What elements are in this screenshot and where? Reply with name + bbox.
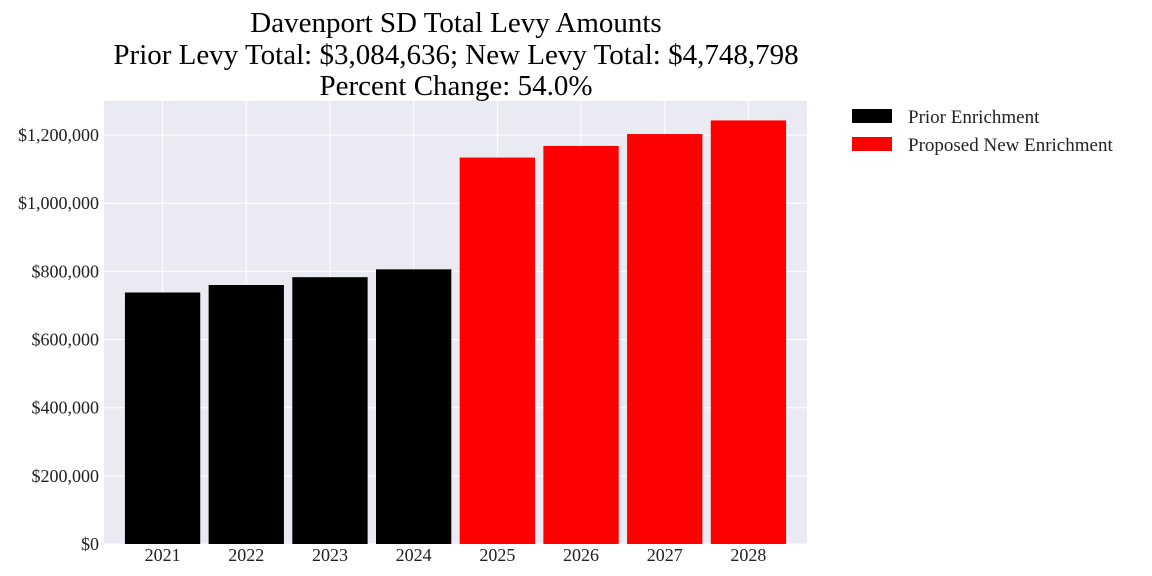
legend: Prior Enrichment Proposed New Enrichment (852, 107, 1113, 156)
legend-label: Proposed New Enrichment (908, 135, 1113, 156)
bar-2022 (208, 285, 284, 544)
chart-title-line-2: Prior Levy Total: $3,084,636; New Levy T… (113, 39, 798, 71)
y-tick-label: $800,000 (32, 261, 100, 281)
y-tick-label: $1,200,000 (18, 125, 99, 145)
x-tick-label: 2024 (396, 545, 432, 565)
legend-swatch (852, 109, 892, 123)
chart-title-line-3: Percent Change: 54.0% (319, 70, 592, 102)
y-tick-label: $600,000 (32, 330, 100, 350)
chart-title-line-1: Davenport SD Total Levy Amounts (250, 7, 661, 39)
legend-label: Prior Enrichment (908, 107, 1040, 128)
bar-2027 (627, 134, 703, 544)
chart-title: Davenport SD Total Levy Amounts Prior Le… (113, 7, 798, 102)
bar-2021 (124, 292, 201, 544)
y-tick-label: $0 (81, 534, 99, 554)
x-axis-tick-labels: 2021 2022 2023 2024 2025 2026 2027 2028 (145, 545, 767, 565)
x-tick-label: 2028 (730, 545, 766, 565)
y-axis-tick-labels: $0 $200,000 $400,000 $600,000 $800,000 $1,000… (18, 125, 99, 554)
y-tick-label: $1,000,000 (18, 193, 99, 213)
y-tick-label: $400,000 (32, 398, 100, 418)
bar-2024 (375, 269, 452, 544)
x-tick-label: 2026 (563, 545, 599, 565)
x-tick-label: 2023 (312, 545, 348, 565)
y-tick-label: $200,000 (32, 466, 100, 486)
x-tick-label: 2027 (647, 545, 683, 565)
bar-2025 (459, 157, 536, 544)
bar-2023 (292, 277, 368, 544)
bars (124, 120, 787, 545)
bar-2026 (543, 145, 619, 544)
legend-swatch (852, 137, 892, 151)
x-tick-label: 2021 (145, 545, 181, 565)
bar-2028 (710, 120, 787, 545)
x-tick-label: 2025 (479, 545, 515, 565)
x-tick-label: 2022 (228, 545, 264, 565)
